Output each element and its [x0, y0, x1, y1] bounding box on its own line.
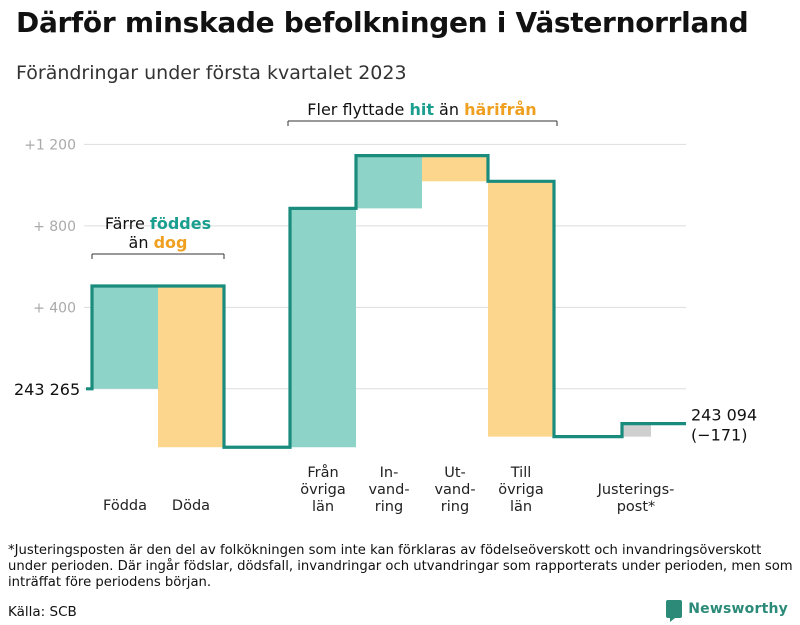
- y-tick-label: +1 200: [24, 137, 76, 153]
- source-note: Källa: SCB: [8, 604, 77, 620]
- brand-name: Newsworthy: [688, 601, 788, 617]
- category-label: Döda: [172, 498, 210, 514]
- category-label: Till: [510, 465, 532, 481]
- end-change-label: (−171): [691, 426, 747, 445]
- bar-7: [623, 423, 651, 437]
- brand-logo: Newsworthy: [666, 600, 788, 622]
- annotation-highlight-harifran: härifrån: [464, 100, 537, 119]
- y-tick-label: + 400: [33, 300, 76, 316]
- waterfall-step-line: [86, 154, 686, 449]
- bar-6: [488, 181, 554, 437]
- bar-1: [92, 285, 158, 389]
- annotation-births-line2: än dog: [129, 233, 188, 252]
- labels: + 400 + 800 +1 200 243 265 243 094(−171) Född…: [14, 100, 757, 515]
- step-line: [86, 154, 686, 449]
- category-label: post*: [617, 499, 656, 515]
- bar-2: [158, 285, 224, 448]
- category-label: ring: [375, 499, 403, 515]
- annotation-text: än: [434, 100, 464, 119]
- category-label: Justerings-: [597, 482, 675, 498]
- annotation-text: Färre: [105, 214, 150, 233]
- category-label: Födda: [103, 498, 147, 514]
- bars: [92, 155, 651, 448]
- category-label: ring: [441, 499, 469, 515]
- footnote: *Justeringsposten är den del av folkökni…: [8, 543, 793, 590]
- category-label: län: [510, 499, 532, 515]
- category-label: vand-: [434, 482, 475, 498]
- waterfall-chart: + 400 + 800 +1 200 243 265 243 094(−171) Född…: [14, 100, 757, 515]
- category-label: vand-: [368, 482, 409, 498]
- category-label: övriga: [498, 482, 544, 498]
- start-value-label: 243 265: [14, 380, 80, 399]
- bar-5: [422, 155, 488, 182]
- category-label: Från: [307, 464, 338, 481]
- category-label: In-: [380, 465, 399, 481]
- category-label: län: [312, 499, 334, 515]
- chart-title: Därför minskade befolkningen i Västernor…: [16, 6, 749, 39]
- annotation-text: än: [129, 233, 154, 252]
- annotation-highlight-born: föddes: [150, 214, 211, 233]
- category-label: Ut-: [444, 465, 466, 481]
- chart-subtitle: Förändringar under första kvartalet 2023: [16, 62, 407, 84]
- bar-3: [290, 208, 356, 448]
- newsworthy-icon: [666, 600, 683, 622]
- end-value-label: 243 094: [691, 406, 757, 425]
- annotation-highlight-died: dog: [154, 233, 188, 252]
- annotation-text: Fler flyttade: [307, 100, 409, 119]
- y-tick-label: + 800: [33, 219, 76, 235]
- category-label: övriga: [300, 482, 346, 498]
- bar-4: [356, 155, 422, 209]
- annotation-births-line1: Färre föddes: [105, 214, 211, 233]
- annotation-highlight-hit: hit: [409, 100, 434, 119]
- annotation-migration: Fler flyttade hit än härifrån: [307, 100, 536, 119]
